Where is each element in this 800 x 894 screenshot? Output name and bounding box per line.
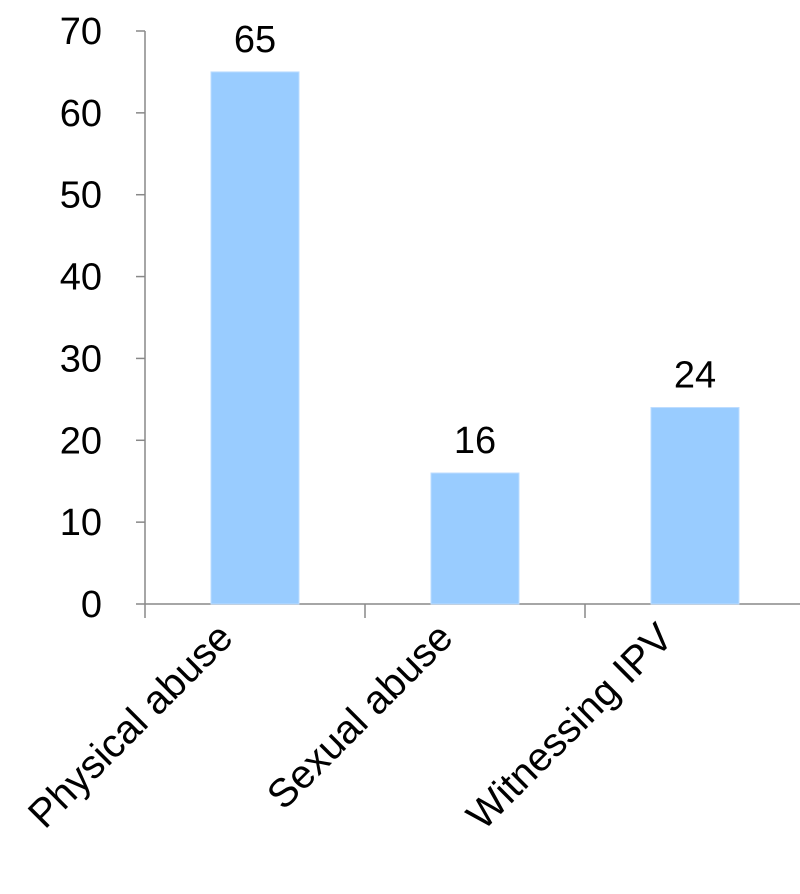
y-tick-label: 60: [60, 93, 102, 135]
bars: [210, 71, 740, 605]
y-tick-label: 30: [60, 338, 102, 380]
data-labels: 65 16 24: [234, 19, 716, 462]
bar-data-label: 24: [674, 355, 716, 397]
bar: [650, 407, 740, 605]
bar-data-label: 16: [454, 420, 496, 462]
x-tick-label: Witnessing IPV: [458, 615, 681, 838]
x-tick-label: Sexual abuse: [259, 615, 462, 818]
bar-data-label: 65: [234, 19, 276, 61]
y-tick-label: 40: [60, 257, 102, 299]
bar: [430, 472, 520, 605]
x-axis: [144, 603, 800, 618]
y-tick-label: 0: [81, 584, 102, 626]
y-tick-label: 50: [60, 175, 102, 217]
y-tick-label: 70: [60, 11, 102, 53]
bar: [210, 71, 300, 605]
y-tick-label: 10: [60, 502, 102, 544]
y-tick-label: 20: [60, 420, 102, 462]
y-axis: 0 10 20 30 40 50 60 70: [60, 11, 146, 626]
x-tick-label: Physical abuse: [20, 615, 241, 836]
